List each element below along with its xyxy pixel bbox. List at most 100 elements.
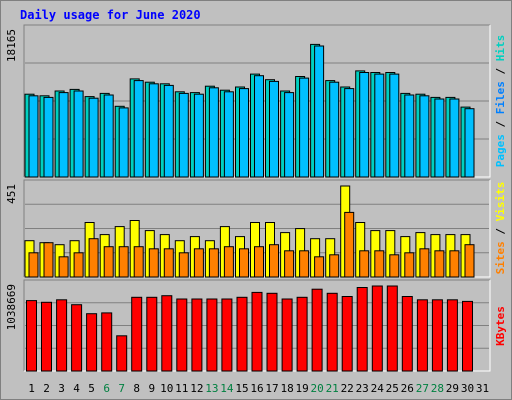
- x-label-day-25: 25: [386, 382, 399, 395]
- bar-kbytes-day-12: [191, 298, 203, 372]
- x-label-day-9: 9: [148, 382, 155, 395]
- x-label-day-26: 26: [401, 382, 414, 395]
- bar-pages-day-23: [359, 72, 370, 178]
- y-max-label: 1038669: [5, 284, 18, 330]
- bar-kbytes-day-28: [431, 299, 443, 372]
- bar-sites-day-12: [193, 248, 204, 278]
- bar-pages-day-21: [329, 81, 340, 178]
- bar-sites-day-7: [118, 246, 129, 278]
- legend-entry: Hits: [494, 35, 507, 62]
- legend-entry: Pages: [494, 134, 507, 167]
- bar-kbytes-day-5: [86, 313, 98, 372]
- bar-pages-day-30: [464, 108, 475, 178]
- x-label-day-5: 5: [88, 382, 95, 395]
- x-label-day-27: 27: [416, 382, 429, 395]
- bar-pages-day-29: [449, 98, 460, 178]
- x-label-day-19: 19: [295, 382, 308, 395]
- bar-sites-day-3: [58, 256, 69, 278]
- legend-entry: /: [494, 114, 507, 134]
- x-label-day-14: 14: [220, 382, 234, 395]
- legend-entry: Sites: [494, 241, 507, 274]
- x-label-day-28: 28: [431, 382, 444, 395]
- x-label-day-21: 21: [326, 382, 339, 395]
- bar-kbytes-day-9: [146, 296, 158, 372]
- bar-kbytes-day-4: [71, 304, 83, 372]
- bar-pages-day-7: [118, 107, 129, 178]
- bar-sites-day-15: [239, 248, 249, 278]
- bar-pages-day-15: [239, 88, 249, 178]
- legend-entry: KBytes: [494, 306, 507, 346]
- legend-entry: /: [494, 61, 507, 81]
- legend-entry: /: [494, 221, 507, 241]
- bar-sites-day-14: [223, 246, 234, 278]
- bar-kbytes-day-30: [462, 300, 473, 372]
- bar-pages-day-24: [374, 73, 385, 178]
- x-label-day-1: 1: [28, 382, 35, 395]
- bar-sites-day-5: [88, 238, 99, 278]
- bar-pages-day-13: [208, 87, 219, 178]
- bar-sites-day-29: [449, 250, 460, 278]
- bar-pages-day-3: [58, 92, 69, 178]
- bar-pages-day-5: [88, 97, 99, 178]
- bar-sites-day-25: [389, 254, 400, 278]
- bar-kbytes-day-18: [281, 298, 293, 372]
- bar-pages-day-18: [284, 92, 295, 178]
- bar-kbytes-day-22: [341, 296, 353, 372]
- bar-pages-day-22: [344, 88, 355, 178]
- x-label-day-20: 20: [310, 382, 323, 395]
- bar-sites-day-20: [314, 256, 325, 278]
- bar-sites-day-6: [103, 246, 114, 278]
- bar-kbytes-day-8: [131, 296, 143, 372]
- x-label-day-10: 10: [160, 382, 173, 395]
- x-label-day-29: 29: [446, 382, 459, 395]
- x-label-day-16: 16: [250, 382, 263, 395]
- bar-kbytes-day-11: [176, 298, 188, 372]
- bar-sites-day-4: [73, 252, 84, 278]
- x-label-day-15: 15: [235, 382, 248, 395]
- bar-sites-day-24: [374, 250, 385, 278]
- bar-kbytes-day-27: [416, 299, 428, 372]
- bar-kbytes-day-29: [446, 299, 458, 372]
- bar-sites-day-27: [419, 248, 430, 278]
- bar-sites-day-18: [284, 250, 295, 278]
- bar-pages-day-4: [73, 90, 84, 178]
- x-label-day-17: 17: [265, 382, 278, 395]
- bar-pages-day-10: [163, 84, 174, 178]
- x-label-day-12: 12: [190, 382, 203, 395]
- bar-sites-day-11: [178, 252, 189, 278]
- x-label-day-7: 7: [118, 382, 125, 395]
- legend-kbytes: KBytes: [494, 306, 507, 346]
- bar-pages-day-9: [148, 83, 159, 178]
- bar-sites-day-30: [464, 244, 475, 278]
- bar-pages-day-16: [254, 75, 264, 178]
- bar-kbytes-day-26: [401, 296, 413, 372]
- x-label-day-8: 8: [133, 382, 140, 395]
- bar-kbytes-day-3: [56, 299, 68, 372]
- bar-kbytes-day-20: [311, 288, 323, 372]
- bar-pages-day-19: [299, 77, 310, 178]
- bar-sites-day-21: [329, 254, 340, 278]
- y-max-label: 18165: [5, 29, 18, 62]
- bar-pages-day-17: [269, 80, 279, 178]
- x-label-day-3: 3: [58, 382, 65, 395]
- panel-hits-files-pages: 18165 Pages / Files / Hits: [5, 24, 507, 178]
- x-label-day-11: 11: [175, 382, 188, 395]
- bar-sites-day-13: [208, 248, 219, 278]
- bar-kbytes-day-13: [206, 298, 218, 372]
- bar-sites-day-19: [299, 250, 310, 278]
- bar-sites-day-16: [254, 246, 264, 278]
- bar-pages-day-27: [419, 95, 430, 178]
- bar-pages-day-12: [193, 93, 204, 178]
- bar-pages-day-1: [28, 95, 39, 178]
- bar-pages-day-14: [223, 91, 234, 178]
- bar-pages-day-26: [404, 94, 415, 178]
- bar-sites-day-10: [163, 248, 174, 278]
- bar-kbytes-day-21: [326, 292, 338, 372]
- x-label-day-18: 18: [280, 382, 293, 395]
- legend-visits-sites: Sites / Visits: [494, 182, 507, 275]
- bar-pages-day-8: [133, 80, 144, 178]
- bar-kbytes-day-10: [161, 295, 173, 372]
- x-label-day-2: 2: [43, 382, 50, 395]
- x-label-day-13: 13: [205, 382, 218, 395]
